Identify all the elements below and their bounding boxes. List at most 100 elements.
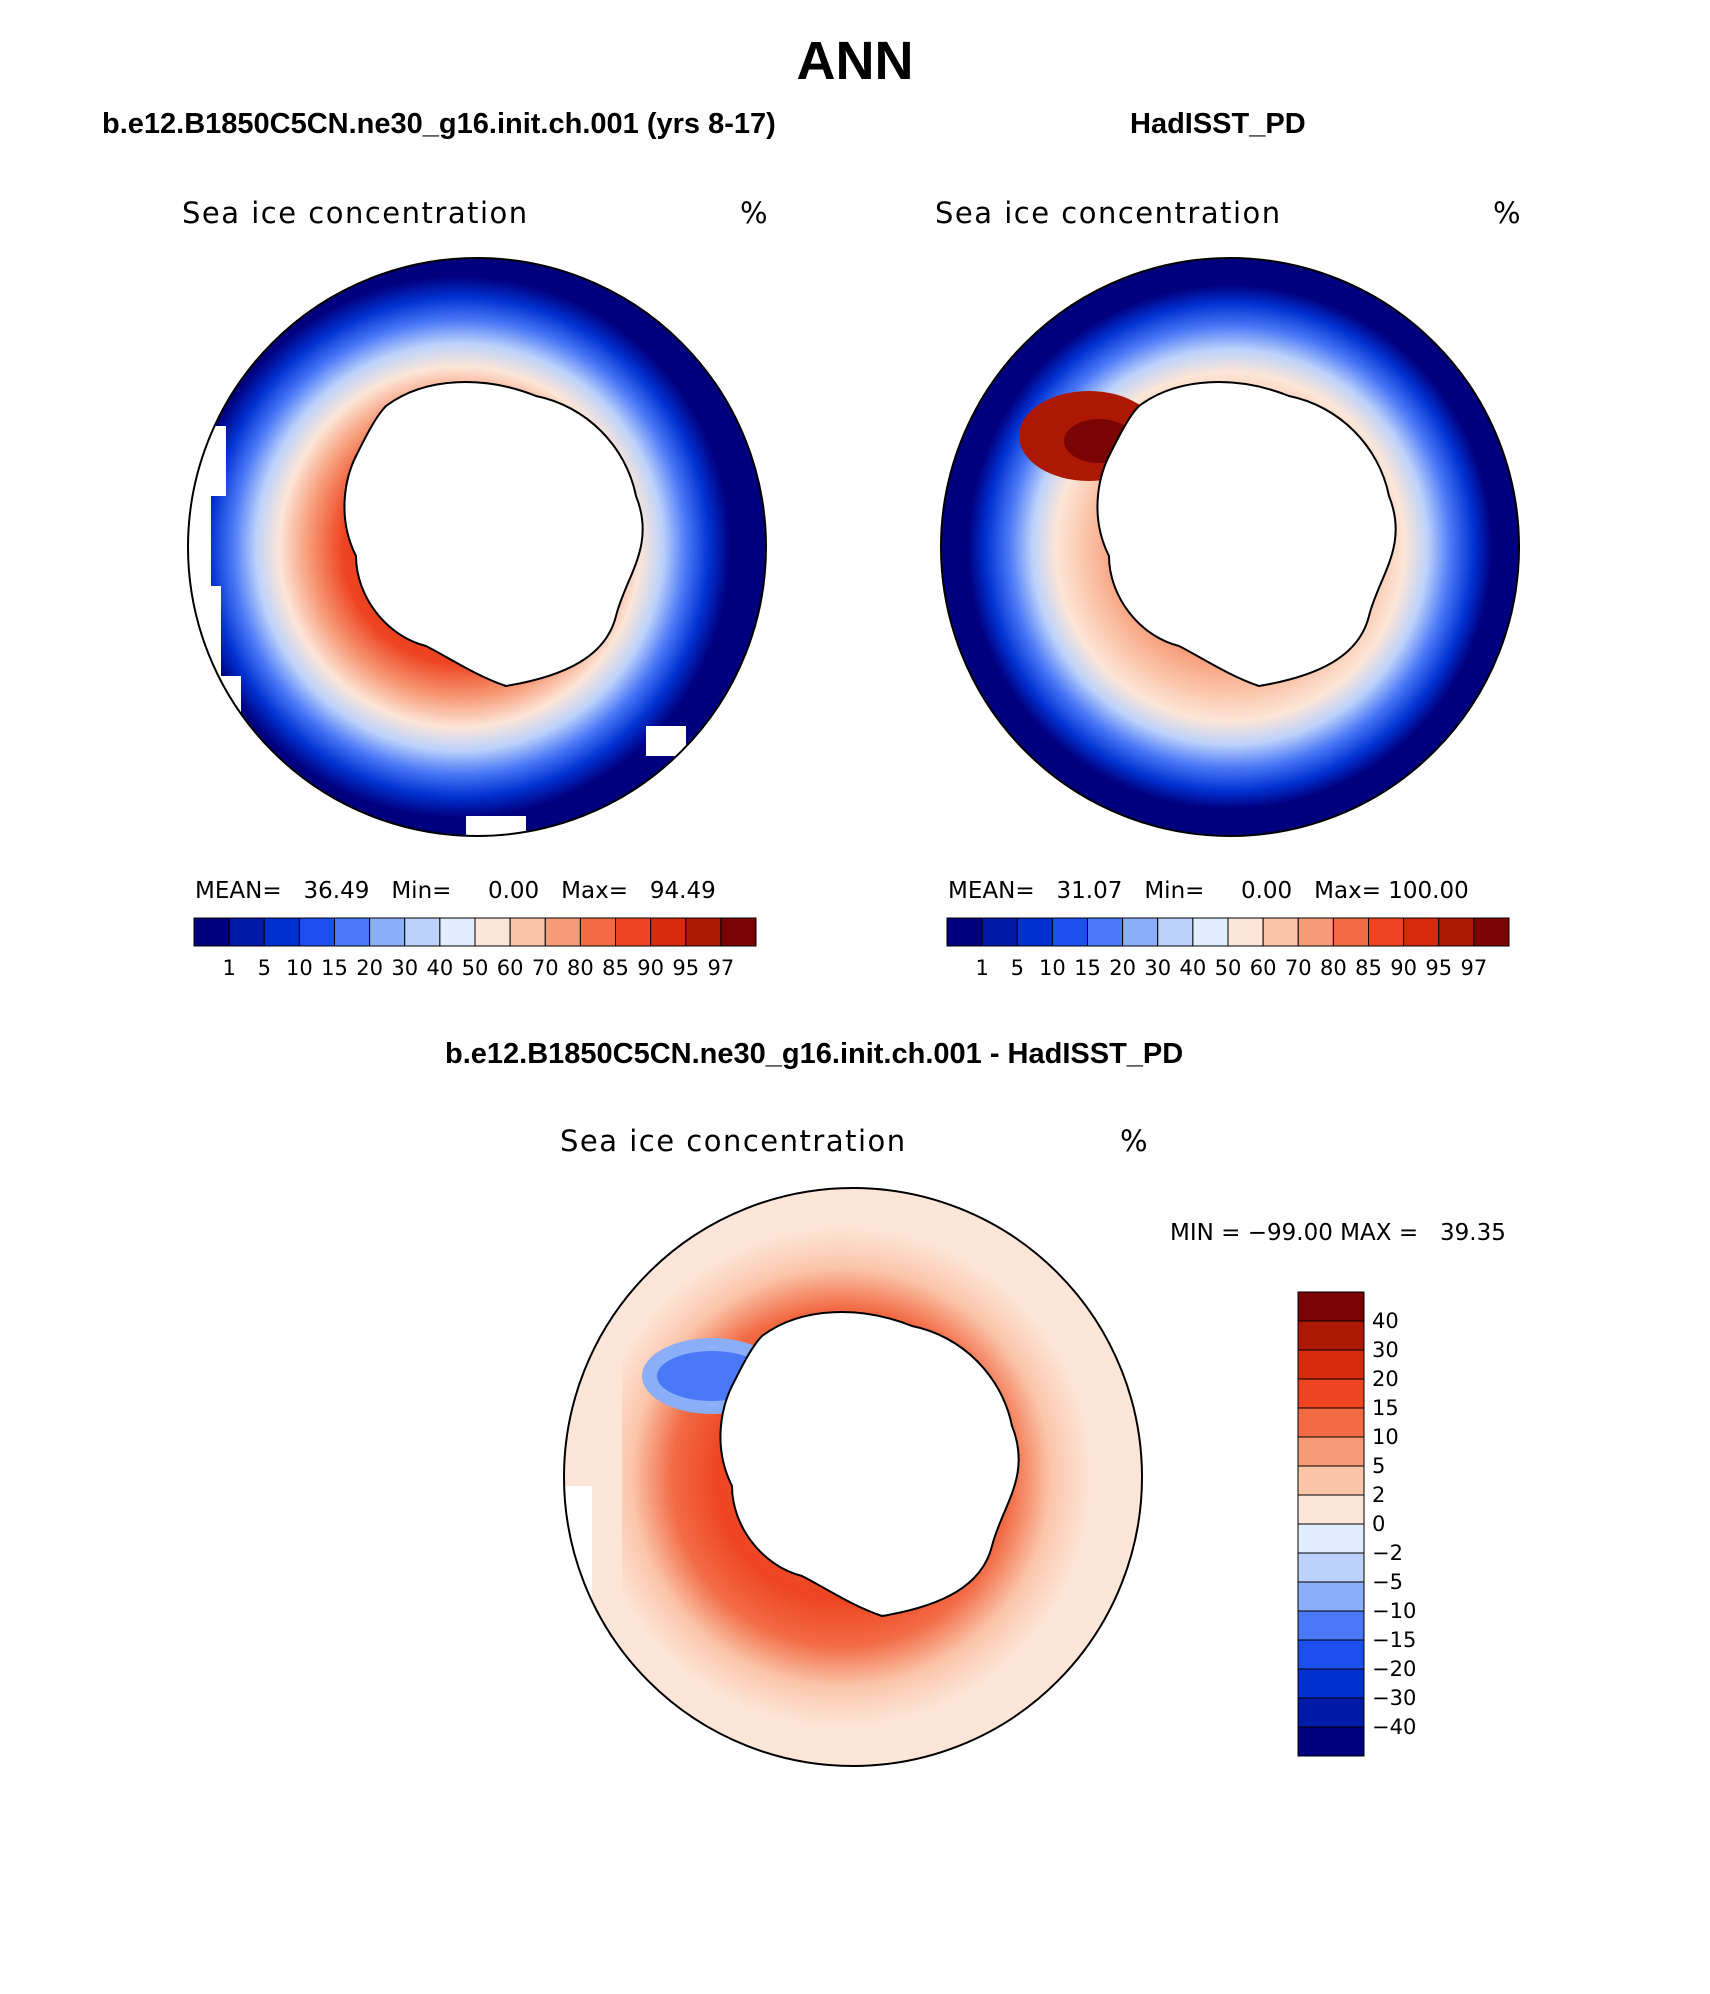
colorbar-tick-label: 0 xyxy=(1372,1512,1386,1536)
diff-case-title: b.e12.B1850C5CN.ne30_g16.init.ch.001 - H… xyxy=(445,1038,1184,1070)
colorbar-tick-label: 85 xyxy=(1355,956,1382,980)
colorbar-swatch xyxy=(1297,1523,1365,1554)
colorbar-tick-label: −20 xyxy=(1372,1657,1417,1681)
colorbar-tick-label: −2 xyxy=(1372,1541,1403,1565)
colorbar-tick-label: 40 xyxy=(1179,956,1207,980)
colorbar-swatch xyxy=(1297,1436,1365,1467)
colorbar-tick-label: 50 xyxy=(1214,956,1242,980)
colorbar-swatch xyxy=(1297,1552,1365,1583)
colorbar-swatch xyxy=(1087,917,1124,947)
colorbar-swatch xyxy=(474,917,511,947)
colorbar-swatch xyxy=(1262,917,1299,947)
diff-stats: MIN = −99.00 MAX = 39.35 xyxy=(1170,1220,1506,1246)
colorbar-tick-label: 97 xyxy=(707,956,735,980)
colorbar-swatch xyxy=(334,917,371,947)
colorbar-swatch xyxy=(615,917,652,947)
figure-title: ANN xyxy=(796,31,914,91)
colorbar-swatch xyxy=(981,917,1018,947)
colorbar-tick-label: 10 xyxy=(1039,956,1066,980)
colorbar-swatch xyxy=(1297,1291,1365,1322)
colorbar-swatch xyxy=(1051,917,1088,947)
colorbar-tick-label: 15 xyxy=(321,956,348,980)
colorbar-tick-label: −15 xyxy=(1372,1628,1417,1652)
diff-colorbar xyxy=(1297,1291,1365,1757)
colorbar-tick-label: 1 xyxy=(222,956,236,980)
colorbar-tick-label: 5 xyxy=(1372,1454,1386,1478)
colorbar-swatch xyxy=(1157,917,1194,947)
colorbar-swatch xyxy=(1297,1320,1365,1351)
colorbar-swatch xyxy=(946,917,983,947)
colorbar-swatch xyxy=(1297,1581,1365,1612)
colorbar-swatch xyxy=(193,917,230,947)
colorbar-tick-label: 85 xyxy=(602,956,629,980)
model-stats: MEAN= 36.49 Min= 0.00 Max= 94.49 xyxy=(195,878,716,904)
colorbar-swatch xyxy=(720,917,757,947)
colorbar-tick-label: 5 xyxy=(257,956,271,980)
colorbar-tick-label: 10 xyxy=(286,956,313,980)
model-colorbar-ticks: 1 5 10 15 20 30 40 50 60 70 80 85 90 95 97 xyxy=(194,956,756,982)
colorbar-swatch xyxy=(1192,917,1229,947)
colorbar-swatch xyxy=(1332,917,1369,947)
model-units: % xyxy=(740,196,768,230)
colorbar-swatch xyxy=(650,917,687,947)
colorbar-tick-label: 20 xyxy=(1109,956,1136,980)
obs-units: % xyxy=(1493,196,1521,230)
colorbar-swatch xyxy=(1297,1378,1365,1409)
obs-stats: MEAN= 31.07 Min= 0.00 Max= 100.00 xyxy=(948,878,1469,904)
obs-colorbar xyxy=(946,917,1510,947)
colorbar-tick-label: 20 xyxy=(356,956,383,980)
colorbar-swatch xyxy=(544,917,581,947)
model-map xyxy=(187,257,767,837)
colorbar-tick-label: 70 xyxy=(1284,956,1312,980)
diff-panel-label: Sea ice concentration xyxy=(560,1124,907,1158)
colorbar-tick-label: 60 xyxy=(1249,956,1277,980)
colorbar-swatch xyxy=(579,917,616,947)
obs-colorbar-ticks: 1 5 10 15 20 30 40 50 60 70 80 85 90 95 97 xyxy=(947,956,1509,982)
colorbar-swatch xyxy=(1297,1726,1365,1757)
colorbar-tick-label: 80 xyxy=(1320,956,1347,980)
obs-panel-label: Sea ice concentration xyxy=(935,196,1282,230)
colorbar-tick-label: 1 xyxy=(975,956,989,980)
colorbar-swatch xyxy=(1227,917,1264,947)
colorbar-swatch xyxy=(1297,917,1334,947)
colorbar-swatch xyxy=(1473,917,1510,947)
colorbar-swatch xyxy=(439,917,476,947)
colorbar-tick-label: 30 xyxy=(1144,956,1172,980)
colorbar-swatch xyxy=(1297,1349,1365,1380)
colorbar-tick-label: 20 xyxy=(1372,1367,1399,1391)
colorbar-swatch xyxy=(228,917,265,947)
colorbar-tick-label: 70 xyxy=(531,956,559,980)
colorbar-tick-label: −5 xyxy=(1372,1570,1403,1594)
model-panel-label: Sea ice concentration xyxy=(182,196,529,230)
colorbar-swatch xyxy=(1122,917,1159,947)
model-colorbar xyxy=(193,917,757,947)
colorbar-swatch xyxy=(1438,917,1475,947)
model-case-title: b.e12.B1850C5CN.ne30_g16.init.ch.001 (yr… xyxy=(102,108,776,140)
diff-colorbar-ticks: 40 30 20 15 10 5 2 0 −2 −5 −10 −15 −20 −30 −40 xyxy=(1372,1292,1452,1756)
colorbar-swatch xyxy=(1297,1697,1365,1728)
colorbar-tick-label: −40 xyxy=(1372,1715,1417,1739)
colorbar-swatch xyxy=(1403,917,1440,947)
colorbar-swatch xyxy=(1368,917,1405,947)
colorbar-tick-label: 97 xyxy=(1460,956,1488,980)
colorbar-tick-label: 30 xyxy=(1372,1338,1399,1362)
colorbar-swatch xyxy=(263,917,300,947)
colorbar-tick-label: 90 xyxy=(637,956,664,980)
colorbar-tick-label: 2 xyxy=(1372,1483,1386,1507)
colorbar-tick-label: 5 xyxy=(1010,956,1024,980)
colorbar-tick-label: 90 xyxy=(1390,956,1417,980)
diff-map xyxy=(563,1187,1143,1767)
colorbar-swatch xyxy=(1297,1494,1365,1525)
colorbar-tick-label: 95 xyxy=(672,956,700,980)
colorbar-swatch xyxy=(369,917,406,947)
colorbar-tick-label: −30 xyxy=(1372,1686,1417,1710)
colorbar-swatch xyxy=(298,917,335,947)
colorbar-tick-label: 40 xyxy=(1372,1309,1399,1333)
colorbar-tick-label: 40 xyxy=(426,956,454,980)
colorbar-tick-label: 95 xyxy=(1425,956,1453,980)
colorbar-tick-label: 60 xyxy=(496,956,524,980)
obs-case-title: HadISST_PD xyxy=(1130,108,1306,140)
colorbar-tick-label: 30 xyxy=(391,956,419,980)
colorbar-tick-label: 15 xyxy=(1372,1396,1399,1420)
colorbar-swatch xyxy=(1297,1465,1365,1496)
